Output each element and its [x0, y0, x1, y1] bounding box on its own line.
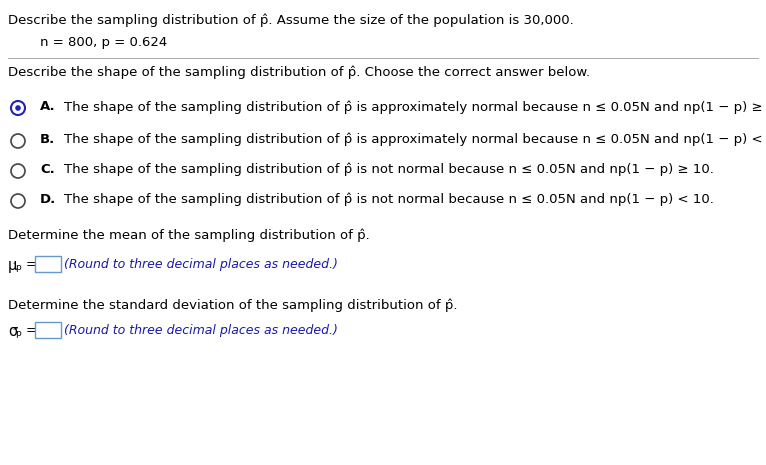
Text: D.: D. — [40, 193, 56, 206]
Text: =: = — [26, 324, 37, 337]
Text: B.: B. — [40, 133, 55, 146]
Text: Determine the mean of the sampling distribution of p̂.: Determine the mean of the sampling distr… — [8, 228, 370, 241]
Text: σ: σ — [8, 324, 18, 339]
Ellipse shape — [15, 105, 21, 111]
Text: (Round to three decimal places as needed.): (Round to three decimal places as needed… — [64, 258, 338, 271]
FancyBboxPatch shape — [35, 322, 61, 338]
Text: ̂p: ̂p — [17, 263, 23, 272]
Text: The shape of the sampling distribution of p̂ is approximately normal because n ≤: The shape of the sampling distribution o… — [64, 100, 766, 113]
Text: The shape of the sampling distribution of p̂ is not normal because n ≤ 0.05N and: The shape of the sampling distribution o… — [64, 163, 714, 177]
Text: Determine the standard deviation of the sampling distribution of p̂.: Determine the standard deviation of the … — [8, 298, 457, 312]
Text: ̂p: ̂p — [17, 329, 23, 339]
Text: μ: μ — [8, 258, 18, 273]
Text: Describe the shape of the sampling distribution of p̂. Choose the correct answer: Describe the shape of the sampling distr… — [8, 66, 590, 80]
Text: C.: C. — [40, 163, 54, 176]
Text: n = 800, p = 0.624: n = 800, p = 0.624 — [40, 36, 167, 49]
Text: =: = — [26, 258, 37, 271]
Text: The shape of the sampling distribution of p̂ is not normal because n ≤ 0.05N and: The shape of the sampling distribution o… — [64, 193, 714, 206]
Text: A.: A. — [40, 100, 56, 113]
Text: (Round to three decimal places as needed.): (Round to three decimal places as needed… — [64, 324, 338, 337]
Text: Describe the sampling distribution of p̂. Assume the size of the population is 3: Describe the sampling distribution of p̂… — [8, 14, 574, 27]
FancyBboxPatch shape — [35, 256, 61, 272]
Text: The shape of the sampling distribution of p̂ is approximately normal because n ≤: The shape of the sampling distribution o… — [64, 133, 766, 146]
